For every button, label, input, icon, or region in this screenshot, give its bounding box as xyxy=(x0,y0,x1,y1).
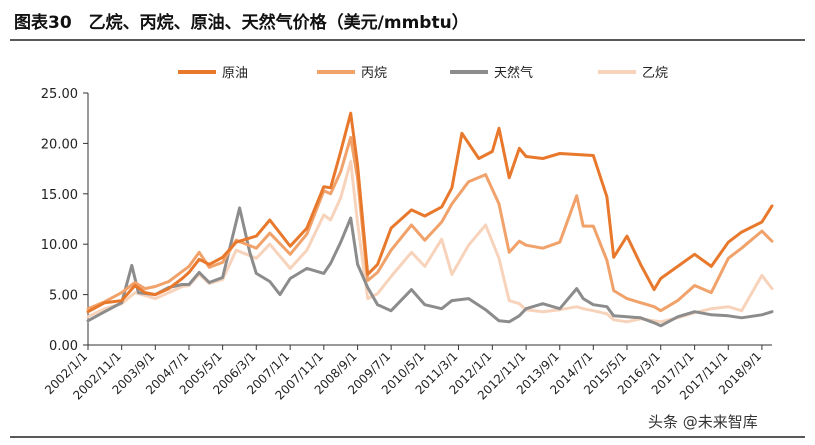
y-tick-label: 0.00 xyxy=(49,339,78,354)
legend-label-2: 天然气 xyxy=(494,65,533,81)
y-axis: 0.00 5.00 10.00 15.00 20.00 25.00 xyxy=(41,87,89,354)
series-line-0 xyxy=(86,111,774,314)
y-tick-label: 15.00 xyxy=(41,188,78,203)
legend-label-3: 乙烷 xyxy=(642,66,668,81)
series-layer xyxy=(86,111,774,328)
legend-label-0: 原油 xyxy=(222,66,248,81)
chart-title: 图表30 乙烷、丙烷、原油、天然气价格（美元/mmbtu） xyxy=(14,12,469,33)
legend-label-1: 丙烷 xyxy=(361,66,387,81)
legend: 原油 丙烷 天然气 乙烷 xyxy=(178,65,668,81)
y-tick-label: 5.00 xyxy=(49,289,78,304)
series-line-1 xyxy=(86,135,774,313)
y-tick-label: 25.00 xyxy=(41,87,78,102)
x-axis: 2002/1/12002/11/12003/9/12004/7/12005/5/… xyxy=(42,344,772,403)
y-tick-label: 20.00 xyxy=(41,137,78,152)
series-line-3 xyxy=(86,160,774,324)
y-tick-label: 10.00 xyxy=(41,238,78,253)
watermark: 头条 @未来智库 xyxy=(648,413,758,431)
series-line-2 xyxy=(86,206,774,328)
